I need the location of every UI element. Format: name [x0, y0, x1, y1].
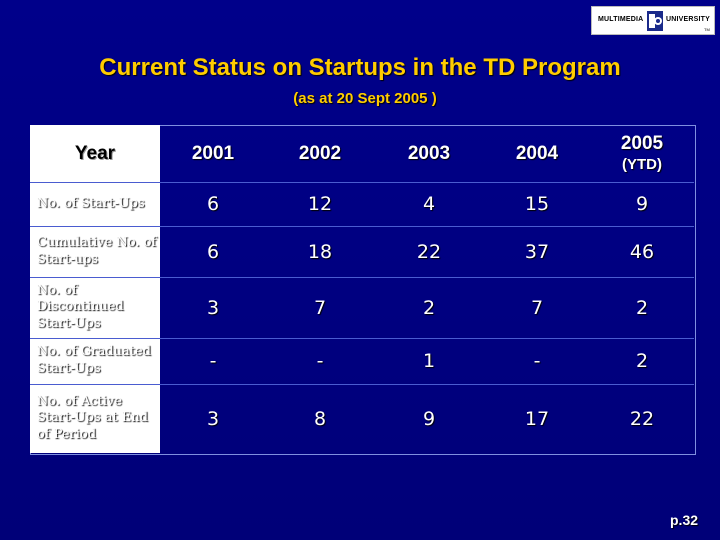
logo-right-text: UNIVERSITY — [666, 16, 711, 23]
year-header-2004: 2004 — [515, 142, 559, 164]
table-cell: - — [209, 350, 217, 372]
year-header-2001: 2001 — [191, 142, 235, 164]
logo-mark-icon — [647, 11, 663, 31]
year-header-2005: 2005 (YTD) — [590, 125, 694, 182]
table-cell: 7 — [530, 296, 544, 319]
year-2005-label: 2005 — [620, 133, 664, 155]
table-cell: 2 — [635, 296, 649, 319]
table-cell: 9 — [422, 407, 436, 430]
table-cell: 17 — [524, 407, 550, 430]
row-label-graduated: No. of Graduated Start-Ups — [37, 344, 152, 376]
table-cell: 3 — [206, 296, 220, 319]
label-column-bg — [30, 125, 160, 453]
logo-tm: TM — [704, 27, 710, 32]
table-cell: 6 — [206, 193, 220, 215]
table-cell: 22 — [629, 407, 655, 430]
table-cell: 3 — [206, 407, 220, 430]
table-cell: 1 — [422, 350, 436, 372]
page-number: p.32 — [670, 512, 699, 528]
slide-title: Current Status on Startups in the TD Pro… — [99, 54, 621, 81]
table-cell: 12 — [307, 193, 333, 215]
row-divider — [30, 226, 694, 227]
row-label-cumulative: Cumulative No. of Start-ups — [37, 234, 157, 267]
table-cell: 18 — [307, 240, 333, 263]
year-header-2003: 2003 — [407, 142, 451, 164]
university-logo: MULTIMEDIA UNIVERSITY TM — [591, 6, 715, 35]
table-cell: 2 — [635, 350, 649, 372]
slide-subtitle: (as at 20 Sept 2005 ) — [293, 90, 437, 107]
ytd-note: (YTD) — [622, 156, 662, 173]
table-cell: - — [533, 350, 541, 372]
table-cell: 7 — [313, 296, 327, 319]
year-header-2002: 2002 — [298, 142, 342, 164]
table-cell: 46 — [629, 240, 655, 263]
table-cell: 37 — [524, 240, 550, 263]
table-cell: 15 — [524, 193, 550, 215]
table-cell: 8 — [313, 407, 327, 430]
row-label-discontinued: No. of Discontinued Start-Ups — [37, 282, 124, 331]
row-divider — [30, 384, 694, 385]
table-cell: 4 — [422, 193, 436, 215]
table-cell: 9 — [635, 193, 649, 215]
table-cell: - — [316, 350, 324, 372]
year-header-label: Year — [74, 142, 116, 164]
row-divider — [30, 182, 694, 183]
table-cell: 22 — [416, 240, 442, 263]
logo-left-text: MULTIMEDIA — [598, 16, 644, 23]
row-divider — [30, 277, 694, 278]
row-divider — [30, 338, 694, 339]
table-cell: 2 — [422, 296, 436, 319]
row-label-startups: No. of Start-Ups — [37, 195, 145, 211]
row-label-active: No. of Active Start-Ups at End of Period — [37, 393, 149, 442]
table-cell: 6 — [206, 240, 220, 263]
